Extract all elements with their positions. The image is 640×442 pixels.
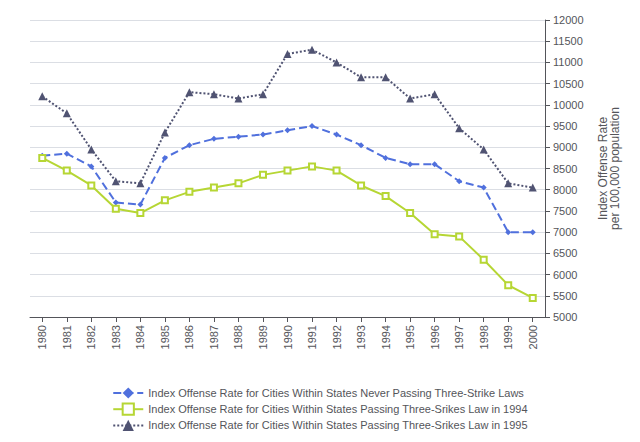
svg-text:1995: 1995	[404, 325, 416, 349]
svg-text:1983: 1983	[110, 325, 122, 349]
svg-text:per 100,000 population: per 100,000 population	[608, 107, 622, 230]
svg-text:1984: 1984	[134, 325, 146, 349]
svg-text:11000: 11000	[553, 56, 583, 68]
svg-text:12000: 12000	[553, 14, 584, 26]
svg-text:Index Offense Rate: Index Offense Rate	[596, 116, 610, 221]
svg-text:7000: 7000	[553, 226, 577, 238]
svg-text:1999: 1999	[502, 325, 514, 349]
svg-text:10000: 10000	[553, 99, 584, 111]
svg-text:8500: 8500	[553, 163, 577, 175]
svg-text:Index Offense Rate for Cities: Index Offense Rate for Cities Within Sta…	[148, 419, 527, 431]
svg-text:9000: 9000	[553, 141, 577, 153]
svg-text:1981: 1981	[61, 325, 73, 349]
svg-text:1980: 1980	[36, 325, 48, 349]
svg-text:11500: 11500	[553, 35, 583, 47]
svg-text:1988: 1988	[232, 325, 244, 349]
svg-text:1994: 1994	[380, 325, 392, 349]
svg-text:2000: 2000	[527, 325, 539, 349]
svg-text:Index Offense Rate for Cities: Index Offense Rate for Cities Within Sta…	[148, 387, 524, 399]
svg-text:8000: 8000	[553, 184, 577, 196]
svg-text:1987: 1987	[208, 325, 220, 349]
svg-text:1986: 1986	[183, 325, 195, 349]
svg-text:6500: 6500	[553, 247, 577, 259]
svg-text:1998: 1998	[478, 325, 490, 349]
svg-text:5500: 5500	[553, 290, 577, 302]
svg-text:7500: 7500	[553, 205, 577, 217]
svg-text:1993: 1993	[355, 325, 367, 349]
svg-text:6000: 6000	[553, 269, 577, 281]
svg-text:1985: 1985	[159, 325, 171, 349]
svg-text:1990: 1990	[282, 325, 294, 349]
svg-text:1992: 1992	[331, 325, 343, 349]
svg-text:1997: 1997	[453, 325, 465, 349]
svg-text:Index Offense Rate for Cities: Index Offense Rate for Cities Within Sta…	[148, 403, 527, 415]
svg-text:1982: 1982	[85, 325, 97, 349]
svg-text:1996: 1996	[429, 325, 441, 349]
svg-text:5000: 5000	[553, 311, 577, 323]
svg-text:9500: 9500	[553, 120, 577, 132]
svg-text:1989: 1989	[257, 325, 269, 349]
svg-text:1991: 1991	[306, 325, 318, 349]
svg-text:10500: 10500	[553, 78, 584, 90]
